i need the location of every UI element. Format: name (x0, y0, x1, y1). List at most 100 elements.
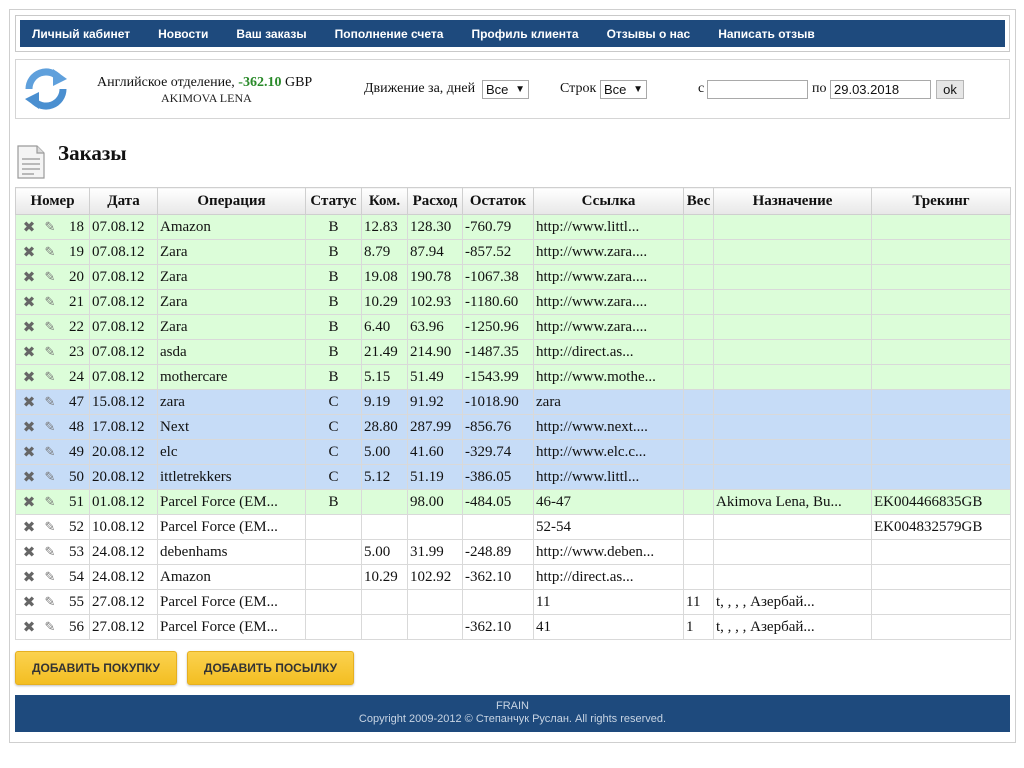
cell-expense: 98.00 (407, 489, 463, 515)
cell-expense: 287.99 (407, 414, 463, 440)
nav-item-profile[interactable]: Профиль клиента (471, 26, 579, 41)
nav-item-news[interactable]: Новости (158, 26, 209, 41)
col-header-date[interactable]: Дата (89, 187, 158, 215)
col-header-expense[interactable]: Расход (407, 187, 463, 215)
cell-link[interactable]: http://www.mothe... (533, 364, 684, 390)
delete-icon[interactable]: ✖ (22, 418, 36, 436)
orders-table: Номер Дата Операция Статус Ком. Расход О… (15, 187, 1011, 640)
delete-icon[interactable]: ✖ (22, 393, 36, 411)
cell-link[interactable]: http://direct.as... (533, 339, 684, 365)
pencil-icon[interactable]: ✎ (44, 469, 56, 485)
cell-tracking (871, 464, 1011, 490)
delete-icon[interactable]: ✖ (22, 518, 36, 536)
delete-icon[interactable]: ✖ (22, 568, 36, 586)
col-header-status[interactable]: Статус (305, 187, 362, 215)
nav-item-cabinet[interactable]: Личный кабинет (32, 26, 131, 41)
cell-link[interactable]: http://www.elc.c... (533, 439, 684, 465)
cell-tracking (871, 389, 1011, 415)
pencil-icon[interactable]: ✎ (44, 344, 56, 360)
cell-number: ✖ ✎ 56 (15, 614, 90, 640)
cell-status (305, 589, 362, 615)
cell-link[interactable]: http://www.deben... (533, 539, 684, 565)
col-header-number[interactable]: Номер (15, 187, 90, 215)
pencil-icon[interactable]: ✎ (44, 369, 56, 385)
cell-tracking (871, 614, 1011, 640)
ok-button[interactable]: ok (936, 80, 964, 99)
delete-icon[interactable]: ✖ (22, 293, 36, 311)
pencil-icon[interactable]: ✎ (44, 419, 56, 435)
cell-link[interactable]: http://www.next.... (533, 414, 684, 440)
pencil-icon[interactable]: ✎ (44, 494, 56, 510)
delete-icon[interactable]: ✖ (22, 543, 36, 561)
rows-select[interactable]: Все ▼ (600, 80, 647, 99)
nav-item-orders[interactable]: Ваш заказы (236, 26, 307, 41)
cell-link[interactable]: 41 (533, 614, 684, 640)
pencil-icon[interactable]: ✎ (44, 319, 56, 335)
nav-item-write-review[interactable]: Написать отзыв (718, 26, 815, 41)
row-actions: ✖ ✎ 48 (18, 416, 87, 439)
add-purchase-button[interactable]: ДОБАВИТЬ ПОКУПКУ (15, 651, 177, 685)
col-header-balance[interactable]: Остаток (462, 187, 534, 215)
cell-date: 15.08.12 (89, 389, 158, 415)
row-number: 23 (69, 343, 84, 360)
col-header-tracking[interactable]: Трекинг (871, 187, 1011, 215)
delete-icon[interactable]: ✖ (22, 343, 36, 361)
col-header-link[interactable]: Ссылка (533, 187, 684, 215)
movement-select[interactable]: Все ▼ (482, 80, 529, 99)
pencil-icon[interactable]: ✎ (44, 519, 56, 535)
cell-link[interactable]: http://www.littl... (533, 464, 684, 490)
refresh-icon[interactable] (23, 67, 69, 111)
delete-icon[interactable]: ✖ (22, 493, 36, 511)
cell-commission: 6.40 (361, 314, 408, 340)
cell-link[interactable]: 11 (533, 589, 684, 615)
cell-link[interactable]: http://www.littl... (533, 214, 684, 240)
pencil-icon[interactable]: ✎ (44, 594, 56, 610)
cell-commission: 9.19 (361, 389, 408, 415)
pencil-icon[interactable]: ✎ (44, 569, 56, 585)
add-parcel-button[interactable]: ДОБАВИТЬ ПОСЫЛКУ (187, 651, 354, 685)
delete-icon[interactable]: ✖ (22, 368, 36, 386)
pencil-icon[interactable]: ✎ (44, 294, 56, 310)
pencil-icon[interactable]: ✎ (44, 394, 56, 410)
nav-item-reviews[interactable]: Отзывы о нас (606, 26, 691, 41)
row-number: 49 (69, 443, 84, 460)
cell-status (305, 614, 362, 640)
cell-link[interactable]: http://www.zara.... (533, 264, 684, 290)
delete-icon[interactable]: ✖ (22, 468, 36, 486)
cell-weight (683, 514, 714, 540)
pencil-icon[interactable]: ✎ (44, 544, 56, 560)
pencil-icon[interactable]: ✎ (44, 269, 56, 285)
pencil-icon[interactable]: ✎ (44, 219, 56, 235)
cell-link[interactable]: http://www.zara.... (533, 239, 684, 265)
col-header-destination[interactable]: Назначение (713, 187, 872, 215)
cell-link[interactable]: 52-54 (533, 514, 684, 540)
delete-icon[interactable]: ✖ (22, 618, 36, 636)
col-header-commission[interactable]: Ком. (361, 187, 408, 215)
date-from-input[interactable] (707, 80, 808, 99)
pencil-icon[interactable]: ✎ (44, 444, 56, 460)
delete-icon[interactable]: ✖ (22, 218, 36, 236)
date-to-input[interactable]: 29.03.2018 (830, 80, 931, 99)
cell-destination: t, , , , Азербай... (713, 614, 872, 640)
cell-commission: 28.80 (361, 414, 408, 440)
delete-icon[interactable]: ✖ (22, 268, 36, 286)
col-header-weight[interactable]: Вес (683, 187, 714, 215)
cell-link[interactable]: zara (533, 389, 684, 415)
delete-icon[interactable]: ✖ (22, 318, 36, 336)
col-header-operation[interactable]: Операция (157, 187, 306, 215)
cell-number: ✖ ✎ 24 (15, 364, 90, 390)
pencil-icon[interactable]: ✎ (44, 619, 56, 635)
pencil-icon[interactable]: ✎ (44, 244, 56, 260)
cell-expense (407, 614, 463, 640)
delete-icon[interactable]: ✖ (22, 443, 36, 461)
cell-link[interactable]: http://direct.as... (533, 564, 684, 590)
row-actions: ✖ ✎ 52 (18, 516, 87, 539)
cell-link[interactable]: http://www.zara.... (533, 314, 684, 340)
cell-link[interactable]: http://www.zara.... (533, 289, 684, 315)
delete-icon[interactable]: ✖ (22, 593, 36, 611)
table-row: ✖ ✎ 19 07.08.12 Zara B 8.79 87.94 -857.52 http://… (15, 239, 1011, 265)
cell-status: C (305, 414, 362, 440)
delete-icon[interactable]: ✖ (22, 243, 36, 261)
nav-item-topup[interactable]: Пополнение счета (334, 26, 444, 41)
cell-link[interactable]: 46-47 (533, 489, 684, 515)
